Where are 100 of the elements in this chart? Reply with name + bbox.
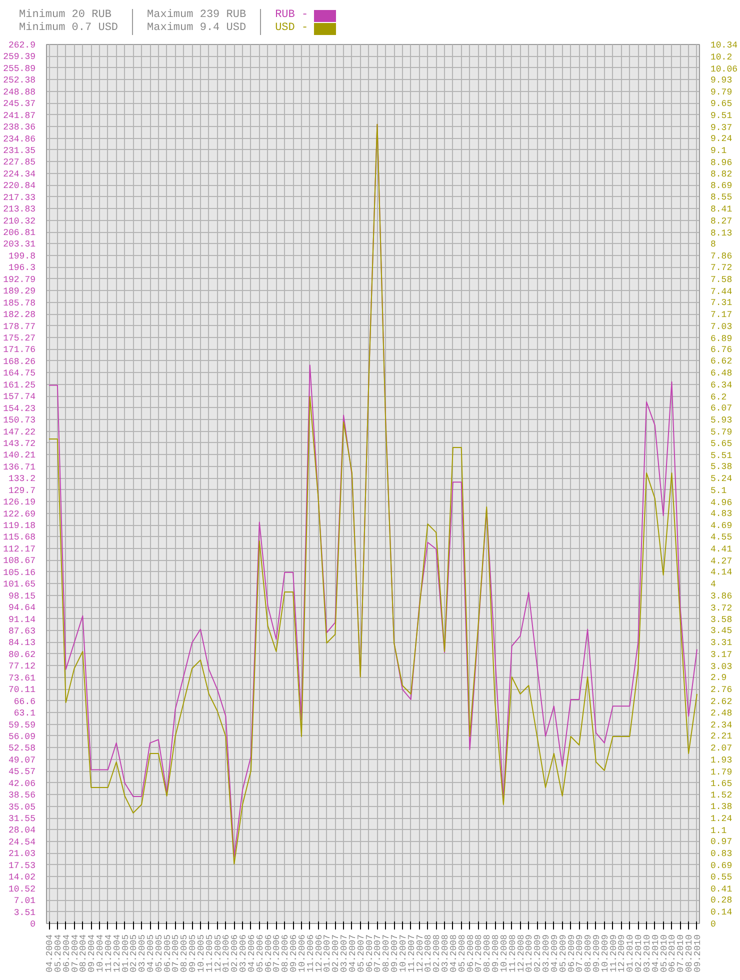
y2-tick-label: 8.82: [710, 170, 732, 180]
x-tick-label: 03.2007: [340, 934, 350, 972]
y2-tick-label: 7.17: [710, 310, 732, 320]
y2-tick-label: 8.55: [710, 192, 732, 203]
x-tick-label: 11.2008: [508, 934, 518, 972]
y2-tick-label: 2.9: [710, 672, 727, 683]
text: USD -: [275, 22, 308, 35]
y2-tick-label: 8: [710, 239, 716, 250]
y2-tick-label: 6.89: [710, 334, 732, 344]
y-tick-label: 241.87: [3, 110, 36, 121]
text: Minimum 0.7 USD: [5, 22, 134, 35]
y2-tick-label: 7.72: [710, 263, 732, 274]
y-tick-label: 245.37: [3, 99, 36, 110]
y2-tick-label: 9.37: [710, 122, 732, 133]
x-tick-label: 10.2004: [96, 934, 106, 972]
y2-tick-label: 0: [710, 920, 716, 930]
x-tick-label: 07.2004: [70, 934, 80, 972]
x-tick-label: 04.2004: [45, 934, 56, 972]
y-tick-label: 112.17: [3, 544, 36, 554]
x-tick-label: 10.2006: [297, 934, 308, 972]
x-tick-label: 02.2008: [432, 934, 442, 972]
x-tick-label: 07.2009: [575, 934, 586, 972]
x-tick-label: 08.2010: [684, 934, 695, 972]
x-tick-label: 07.2008: [474, 934, 484, 972]
y2-tick-label: 7.86: [710, 251, 732, 262]
y-tick-label: 185.78: [3, 298, 36, 308]
y-tick-label: 175.27: [3, 333, 36, 344]
y2-tick-label: 1.52: [710, 790, 732, 800]
x-tick-label: 12.2008: [516, 934, 526, 972]
y-tick-label: 231.35: [3, 146, 36, 156]
x-tick-label: 05.2007: [356, 934, 366, 972]
y-tick-label: 210.32: [3, 216, 36, 226]
y-tick-label: 84.13: [8, 638, 36, 648]
y-tick-label: 63.1: [14, 708, 36, 719]
y-tick-label: 182.28: [3, 310, 36, 320]
y2-tick-label: 8.96: [710, 158, 732, 168]
y-tick-label: 220.84: [3, 181, 36, 192]
y2-tick-label: 5.79: [710, 427, 732, 438]
y-tick-label: 234.86: [3, 134, 36, 144]
y2-tick-label: 9.93: [710, 75, 732, 86]
y-tick-label: 98.15: [8, 591, 36, 602]
y2-tick-label: 5.65: [710, 439, 732, 450]
y-tick-label: 227.85: [3, 158, 36, 168]
y-tick-label: 91.14: [8, 614, 36, 625]
y-tick-label: 108.67: [3, 556, 36, 566]
y2-tick-label: 2.07: [710, 744, 732, 754]
x-tick-label: 08.2005: [180, 934, 190, 972]
x-tick-label: 08.2009: [584, 934, 594, 972]
y-tick-label: 105.16: [3, 568, 36, 578]
y-tick-label: 259.39: [3, 52, 36, 62]
x-tick-label: 01.2008: [424, 934, 434, 972]
x-tick-label: 12.2004: [112, 934, 122, 972]
y-tick-label: 87.63: [8, 626, 36, 637]
y2-tick-label: 9.79: [710, 87, 732, 98]
y2-tick-label: 7.58: [710, 275, 732, 286]
x-tick-label: 07.2007: [373, 934, 384, 972]
x-tick-label: 04.2006: [246, 934, 257, 972]
y2-tick-label: 2.21: [710, 732, 732, 742]
x-tick-label: 04.2007: [348, 934, 358, 972]
x-tick-label: 09.2009: [592, 934, 602, 972]
y2-tick-label: 0.69: [710, 860, 732, 871]
y-tick-label: 164.75: [3, 368, 36, 379]
y2-tick-label: 5.51: [710, 451, 732, 462]
x-tick-label: 06.2009: [566, 934, 577, 972]
text: Maximum 239 RUB: [133, 9, 262, 22]
y2-tick-label: 4.14: [710, 568, 732, 578]
x-tick-label: 09.2004: [87, 934, 98, 972]
x-tick-label: 04.2008: [448, 934, 459, 972]
y2-tick-label: 4.27: [710, 556, 732, 567]
y-tick-label: 150.73: [3, 416, 36, 426]
y2-tick-label: 2.34: [710, 720, 732, 731]
x-tick-label: 09.2010: [692, 934, 703, 972]
y-tick-label: 59.59: [8, 720, 36, 730]
y2-tick-label: 7.31: [710, 298, 732, 308]
y2-tick-label: 8.69: [710, 180, 732, 191]
y2-tick-label: 6.76: [710, 344, 732, 355]
x-tick-label: 10.2007: [398, 934, 408, 972]
y2-tick-label: 3.03: [710, 662, 732, 672]
y2-tick-label: 4.55: [710, 532, 732, 543]
y-tick-label: 45.57: [8, 767, 36, 778]
y2-tick-label: 3.86: [710, 591, 732, 602]
y2-tick-label: 2.62: [710, 696, 732, 707]
y-tick-label: 56.09: [8, 732, 36, 742]
y-tick-label: 140.21: [3, 450, 36, 461]
x-tick-label: 02.2009: [533, 934, 544, 972]
y-tick-label: 28.04: [8, 826, 36, 836]
x-tick-label: 09.2007: [390, 934, 400, 972]
y2-tick-label: 2.76: [710, 684, 732, 695]
y-tick-label: 143.72: [3, 438, 36, 449]
y-tick-label: 14.02: [8, 872, 36, 883]
x-tick-label: 01.2007: [322, 934, 333, 972]
y2-tick-label: 8.13: [710, 228, 732, 238]
x-tick-label: 11.2009: [608, 934, 619, 972]
x-tick-label: 03.2006: [238, 934, 249, 972]
y2-tick-label: 3.72: [710, 603, 732, 614]
x-tick-label: 09.2006: [289, 934, 300, 972]
x-tick-label: 11.2007: [406, 934, 417, 972]
x-tick-label: 05.2008: [457, 934, 468, 972]
y2-tick-label: 0.55: [710, 872, 732, 883]
y2-tick-label: 3.17: [710, 650, 732, 660]
